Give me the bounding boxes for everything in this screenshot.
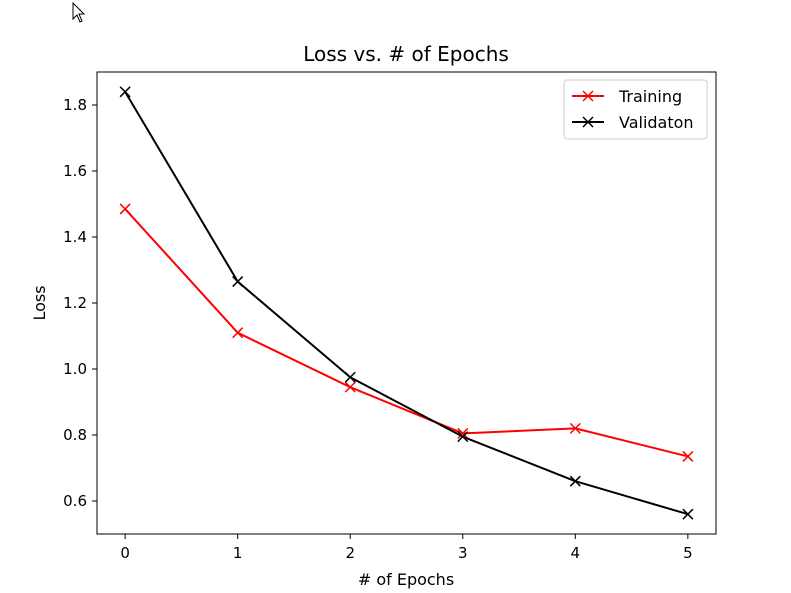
- data-point-marker: [457, 431, 469, 443]
- data-point-marker: [457, 427, 469, 439]
- y-tick-label: 0.8: [63, 426, 87, 444]
- data-point-marker: [344, 371, 356, 383]
- data-point-marker: [232, 327, 244, 339]
- y-tick-label: 0.6: [63, 492, 87, 510]
- y-tick-label: 1.8: [63, 96, 87, 114]
- chart-title: Loss vs. # of Epochs: [303, 42, 509, 66]
- x-axis-label: # of Epochs: [358, 570, 454, 589]
- x-tick-label: 0: [120, 544, 130, 562]
- x-tick-label: 1: [233, 544, 243, 562]
- legend-box: [563, 79, 708, 140]
- mouse-pointer-icon: [72, 2, 86, 23]
- legend-label: Validaton: [619, 113, 694, 132]
- series-validaton: [119, 86, 694, 520]
- data-point-marker: [682, 450, 694, 462]
- data-point-marker: [569, 422, 581, 434]
- data-point-marker: [682, 508, 694, 520]
- data-point-marker: [119, 203, 131, 215]
- y-tick-label: 1.0: [63, 360, 87, 378]
- data-point-marker: [232, 276, 244, 288]
- y-tick-label: 1.4: [63, 228, 87, 246]
- x-tick-label: 5: [683, 544, 693, 562]
- series-line-training: [124, 208, 689, 458]
- legend-swatch-marker: [582, 90, 594, 102]
- y-tick-label: 1.2: [63, 294, 87, 312]
- data-point-marker: [119, 86, 131, 98]
- x-tick-label: 2: [345, 544, 355, 562]
- legend-label: Training: [618, 87, 682, 106]
- y-tick-label: 1.6: [63, 162, 87, 180]
- series-training: [119, 203, 694, 462]
- series-line-validaton: [124, 91, 689, 516]
- legend: Training Validaton: [563, 79, 708, 140]
- legend-item: Validaton: [572, 113, 694, 132]
- plot-area-frame: [96, 71, 717, 535]
- x-tick-label: 4: [571, 544, 581, 562]
- data-point-marker: [569, 475, 581, 487]
- y-axis-label: Loss: [30, 285, 49, 320]
- legend-item: Training: [572, 87, 682, 106]
- x-tick-label: 3: [458, 544, 468, 562]
- legend-swatch-marker: [582, 116, 594, 128]
- data-point-marker: [344, 381, 356, 393]
